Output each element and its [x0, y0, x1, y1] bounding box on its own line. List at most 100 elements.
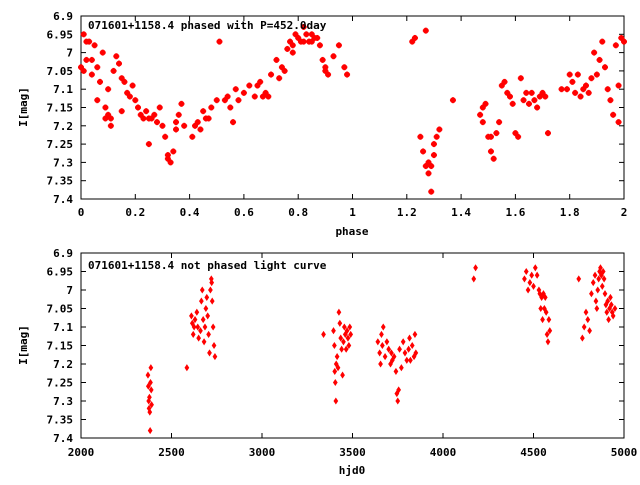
data-point: [380, 341, 385, 350]
data-point: [515, 133, 522, 140]
data-point: [589, 290, 594, 298]
data-point: [189, 312, 194, 320]
data-point: [604, 86, 611, 93]
data-point: [341, 323, 347, 331]
data-point: [204, 293, 210, 301]
data-point: [235, 97, 242, 104]
data-point: [596, 56, 603, 63]
unphased-x-tick-label: 3500: [339, 446, 366, 459]
data-point: [542, 293, 548, 301]
data-point: [407, 334, 412, 342]
unphased-x-tick-label: 4500: [520, 446, 547, 459]
data-point: [105, 86, 112, 93]
unphased-tick-marks: [80, 252, 625, 439]
data-point: [332, 341, 337, 350]
data-point: [599, 282, 605, 290]
data-point: [332, 378, 338, 387]
data-point: [531, 282, 536, 290]
data-point: [547, 327, 553, 335]
data-point: [395, 397, 401, 405]
data-point: [417, 133, 424, 140]
data-point: [428, 163, 435, 170]
data-point: [200, 108, 207, 115]
data-point: [531, 97, 538, 104]
data-point: [321, 330, 326, 338]
data-point: [593, 71, 600, 78]
data-point: [340, 371, 345, 379]
data-point: [534, 271, 540, 279]
phased-y-tick-label: 7.3: [53, 156, 73, 169]
data-point: [380, 323, 386, 331]
data-point: [545, 338, 551, 346]
data-point: [145, 371, 151, 379]
data-point: [268, 71, 275, 78]
data-point: [576, 275, 582, 283]
data-point: [164, 155, 171, 162]
data-point: [148, 378, 153, 387]
data-point: [413, 349, 419, 357]
data-point: [202, 323, 208, 331]
phased-x-tick-label: 0: [78, 206, 85, 219]
unphased-light-curve-panel: 2000 2500 3000 3500 4000 4500 5000 6.9 6.95 7 7.0…: [17, 247, 637, 477]
data-point: [606, 316, 611, 324]
data-point: [338, 334, 344, 342]
data-point: [391, 353, 397, 361]
data-point: [506, 93, 513, 100]
data-point: [110, 67, 117, 74]
data-point: [178, 100, 185, 107]
unphased-y-tick-label: 7.35: [47, 414, 74, 427]
unphased-y-tick-labels: 6.9 6.95 7 7.05 7.1 7.15 7.2 7.25 7.3 7.35 7.4: [47, 247, 74, 445]
data-point: [377, 349, 383, 357]
data-point: [207, 349, 212, 357]
data-point: [314, 34, 321, 41]
data-point: [173, 126, 180, 133]
data-point: [151, 111, 158, 118]
data-point: [211, 341, 217, 350]
data-point: [569, 78, 576, 85]
data-point: [588, 75, 595, 82]
phased-y-tick-label: 7.25: [47, 138, 74, 151]
data-point: [384, 338, 390, 346]
data-point: [284, 45, 291, 52]
data-point: [194, 308, 200, 316]
data-point: [520, 97, 527, 104]
data-point: [240, 89, 247, 96]
unphased-x-tick-label: 5000: [611, 446, 638, 459]
data-point: [129, 82, 136, 89]
data-point: [97, 78, 104, 85]
data-point: [232, 86, 239, 93]
unphased-y-axis-label: I[mag]: [17, 325, 30, 365]
data-point: [230, 119, 237, 126]
data-point: [259, 93, 266, 100]
phased-x-tick-label: 0.6: [234, 206, 254, 219]
data-point: [344, 71, 351, 78]
unphased-data-points: [145, 264, 618, 435]
data-point: [99, 49, 106, 56]
data-point: [331, 327, 336, 335]
data-point: [209, 297, 215, 305]
phased-x-tick-labels: 0 0.2 0.4 0.6 0.8 1 1.2 1.4 1.6 1.8 2: [78, 206, 628, 219]
data-point: [83, 56, 90, 63]
unphased-y-tick-label: 6.95: [47, 266, 74, 279]
data-point: [116, 60, 123, 67]
data-point: [482, 100, 489, 107]
data-point: [246, 82, 253, 89]
data-point: [512, 130, 519, 137]
data-point: [585, 316, 591, 324]
data-point: [610, 111, 617, 118]
data-point: [159, 122, 166, 129]
data-point: [216, 38, 223, 45]
data-point: [121, 78, 128, 85]
data-point: [527, 279, 533, 287]
data-point: [528, 89, 535, 96]
data-point: [341, 338, 346, 346]
data-point: [167, 159, 174, 166]
unphased-y-tick-label: 7.4: [53, 432, 73, 445]
data-point: [194, 119, 201, 126]
phased-x-tick-label: 2: [621, 206, 628, 219]
phased-y-tick-label: 7.05: [47, 65, 74, 78]
data-point: [496, 119, 503, 126]
data-point: [538, 304, 544, 313]
data-point: [300, 23, 307, 30]
